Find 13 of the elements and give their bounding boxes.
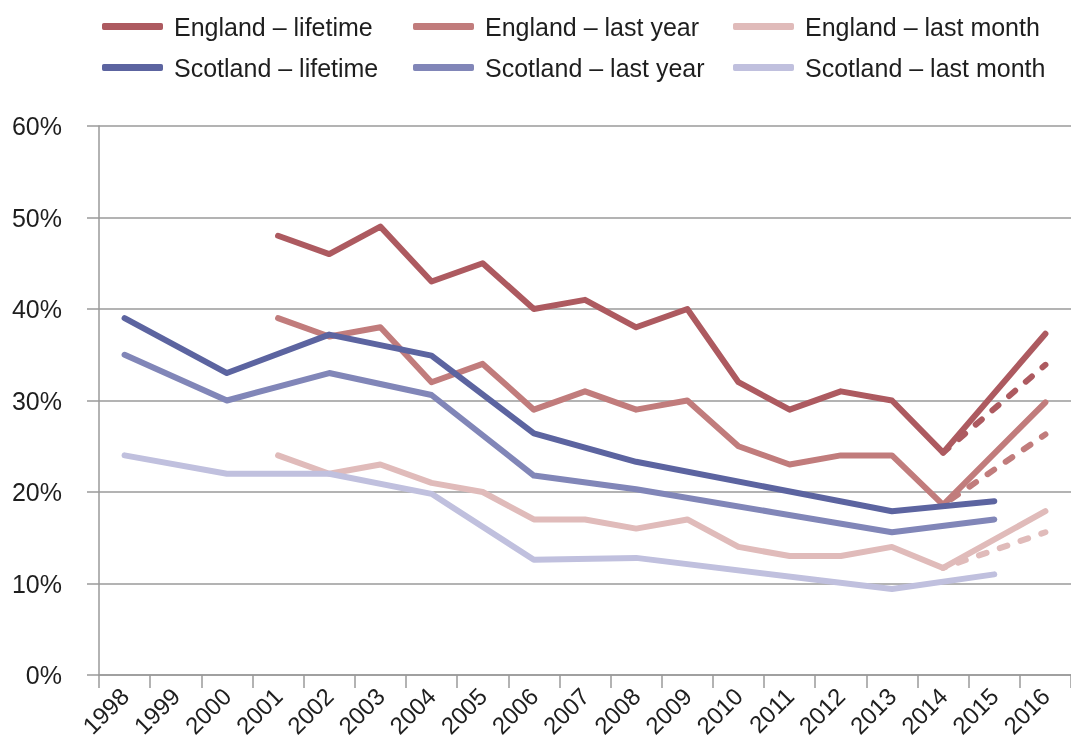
y-tick-label: 0% — [25, 661, 62, 689]
y-tick-label: 60% — [11, 112, 62, 140]
legend-label: England – last year — [485, 12, 700, 41]
legend-label: Scotland – lifetime — [174, 53, 379, 82]
y-tick-label: 50% — [11, 203, 62, 232]
legend-label: England – last month — [805, 12, 1040, 41]
y-tick-label: 10% — [11, 569, 62, 598]
legend-label: Scotland – last month — [805, 53, 1046, 82]
y-tick-label: 40% — [11, 295, 62, 323]
y-tick-label: 30% — [11, 386, 62, 415]
y-tick-label: 20% — [11, 478, 62, 506]
legend-label: England – lifetime — [174, 12, 373, 41]
legend-label: Scotland – last year — [485, 53, 705, 82]
